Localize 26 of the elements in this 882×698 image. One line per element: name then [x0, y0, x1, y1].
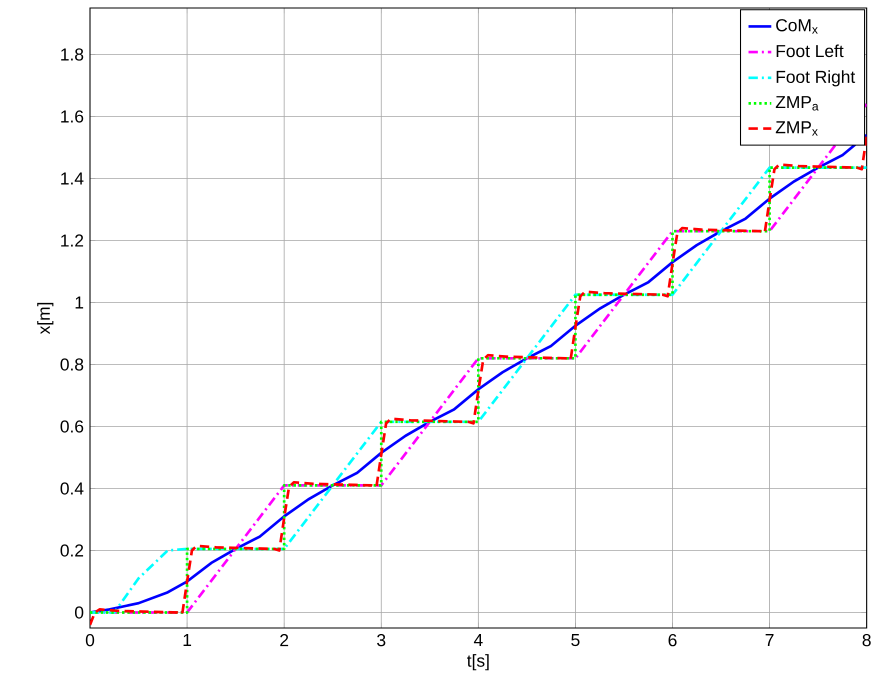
legend-label: Foot Right	[776, 70, 856, 86]
y-tick-label: 0.2	[60, 544, 84, 557]
legend-label: ZMP$_{a}$	[776, 96, 819, 111]
legend-label: ZMP$_{x}$	[776, 121, 818, 136]
y-tick-label: 0	[74, 606, 84, 619]
y-tick-label: 0.6	[60, 420, 84, 433]
x-tick-label: 5	[571, 634, 580, 646]
y-tick-label: 0.4	[60, 482, 84, 495]
x-tick-label: 4	[474, 634, 483, 646]
legend-label: CoM$_{x}$	[776, 19, 818, 34]
y-tick-label: 1.4	[61, 172, 84, 184]
y-tick-label: 1.2	[61, 234, 84, 247]
x-tick-label: 1	[184, 634, 192, 646]
x-tick-label: 6	[668, 634, 677, 646]
x-tick-label: 3	[377, 634, 386, 646]
y-tick-label: 0.8	[60, 358, 84, 371]
x-tick-label: 8	[862, 634, 871, 646]
x-axis-title: t[s]	[467, 654, 489, 670]
x-tick-label: 0	[86, 634, 94, 646]
legend-label: Foot Left	[776, 44, 844, 58]
y-tick-label: 1.6	[61, 110, 84, 123]
x-tick-label: 2	[280, 634, 288, 646]
x-tick-label: 7	[766, 634, 774, 646]
y-axis-title: x[m]	[37, 302, 54, 334]
y-tick-label: 1.8	[61, 48, 84, 61]
y-tick-label: 1	[76, 296, 84, 308]
